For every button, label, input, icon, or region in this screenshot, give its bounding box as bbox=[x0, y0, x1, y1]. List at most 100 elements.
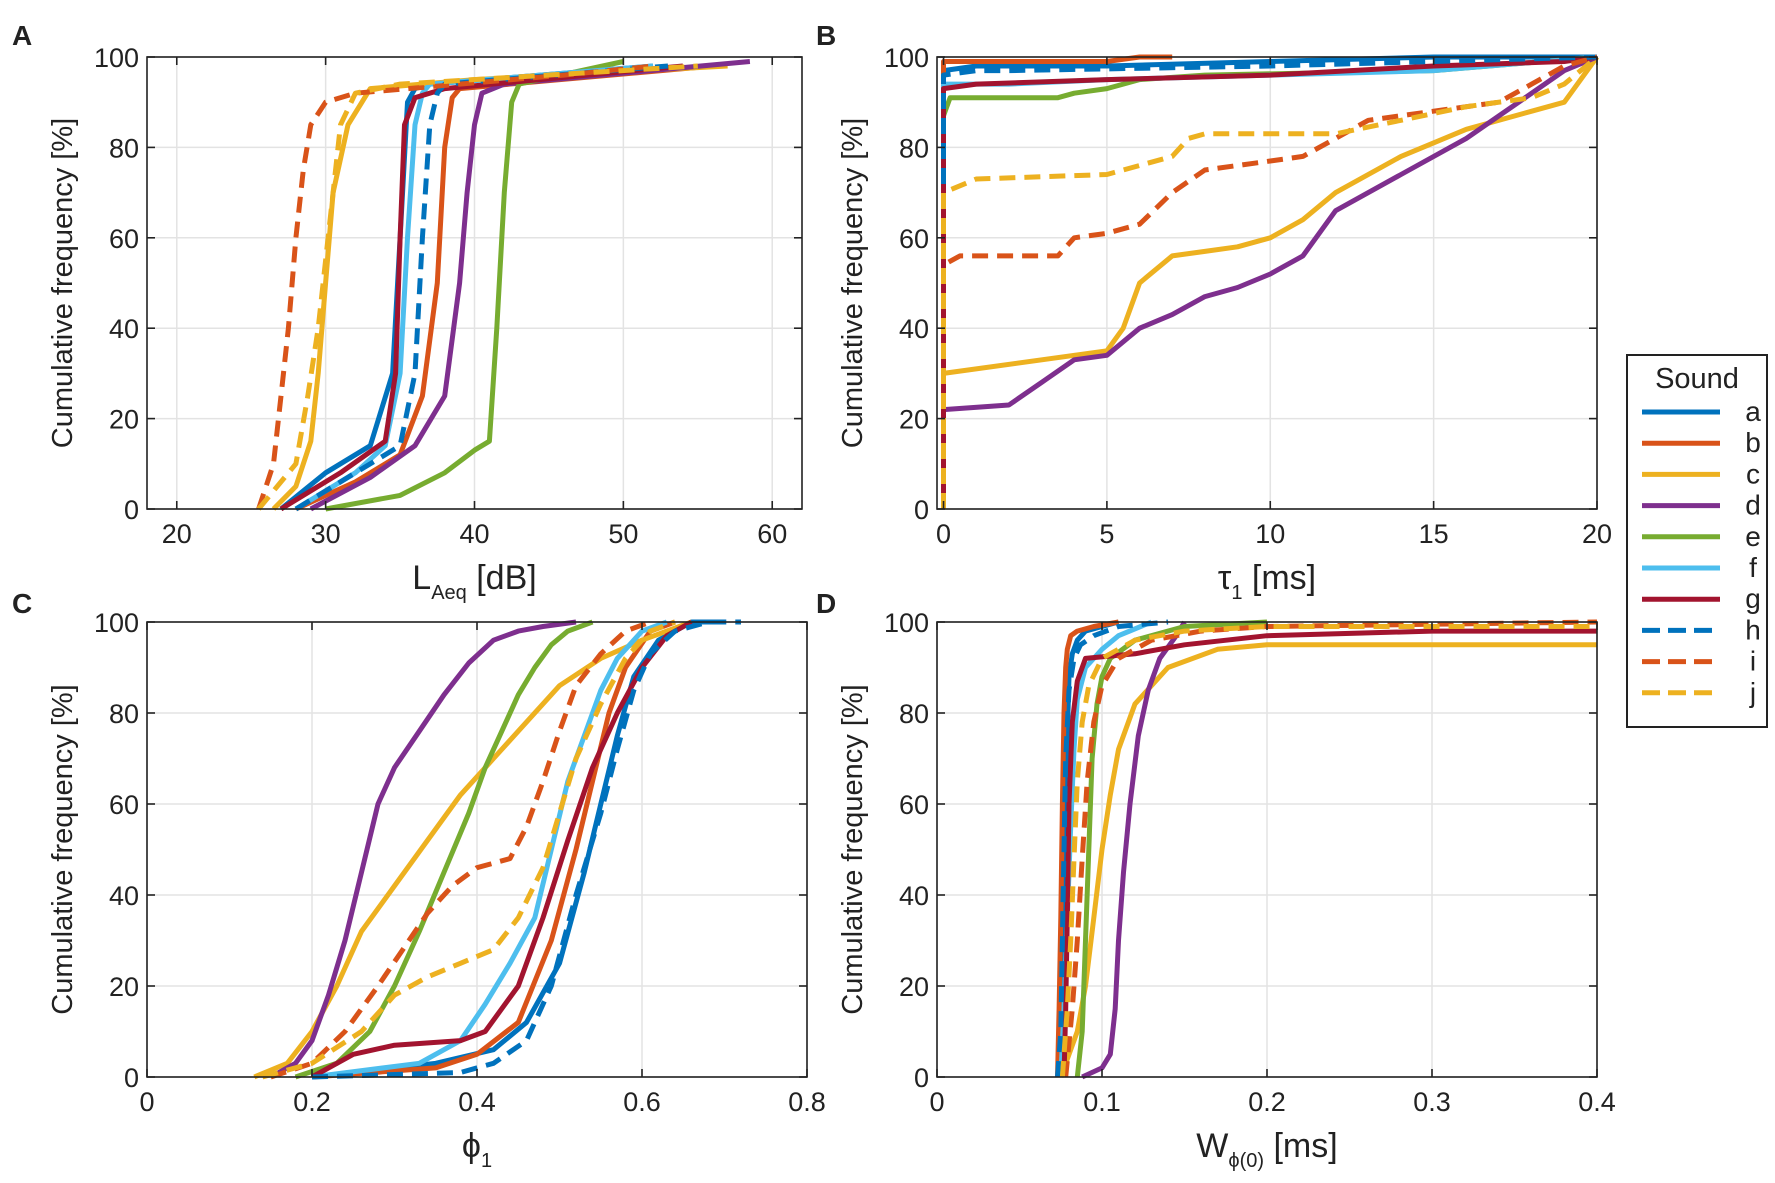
series-line-i bbox=[1063, 619, 1598, 1078]
x-tick-label: 30 bbox=[311, 519, 341, 549]
y-tick-label: 20 bbox=[899, 972, 929, 1002]
y-tick-label: 40 bbox=[899, 314, 929, 344]
x-axis-label-sub: ϕ(0) bbox=[1228, 1150, 1264, 1172]
x-axis-label-sub: Aeq bbox=[431, 582, 467, 604]
series-group bbox=[256, 59, 751, 512]
y-tick-label: 60 bbox=[899, 790, 929, 820]
x-tick-label: 0.4 bbox=[1578, 1087, 1616, 1117]
y-tick-label: 0 bbox=[914, 495, 929, 525]
x-tick-label: 15 bbox=[1419, 519, 1449, 549]
y-tick-label: 80 bbox=[109, 133, 139, 163]
ticks: 0 0.2 0.4 0.6 0.8 0 20 40 60 80 100 bbox=[94, 608, 826, 1117]
y-axis-label: Cumulative frequency [%] bbox=[837, 684, 869, 1014]
series-line-e bbox=[325, 59, 624, 512]
x-axis-label-main: W bbox=[1196, 1127, 1228, 1165]
panel-label: B bbox=[816, 20, 836, 51]
series-line-j bbox=[256, 63, 698, 511]
series-line-d bbox=[941, 54, 1598, 509]
y-tick-label: 80 bbox=[899, 699, 929, 729]
y-tick-label: 0 bbox=[124, 495, 139, 525]
series-line-c bbox=[253, 619, 693, 1080]
x-axis-label-main: τ bbox=[1218, 559, 1232, 597]
y-tick-label: 20 bbox=[109, 972, 139, 1002]
x-tick-label: 20 bbox=[1582, 519, 1612, 549]
x-tick-label: 60 bbox=[757, 519, 787, 549]
x-tick-label: 0.2 bbox=[293, 1087, 331, 1117]
x-tick-label: 0.4 bbox=[458, 1087, 496, 1117]
x-axis-label-unit: [ms] bbox=[1264, 1127, 1338, 1165]
x-tick-label: 5 bbox=[1099, 519, 1114, 549]
x-tick-label: 0.1 bbox=[1083, 1087, 1121, 1117]
panel-a: A 20 30 40 50 60 0 20 40 60 80 100 Cumulative freque… bbox=[12, 20, 803, 604]
y-tick-label: 100 bbox=[884, 608, 929, 638]
series-line-h bbox=[294, 63, 669, 512]
series-group bbox=[253, 619, 741, 1080]
series-line-c bbox=[1058, 642, 1597, 1078]
panel-label: D bbox=[816, 588, 836, 619]
legend-label-d: d bbox=[1745, 490, 1761, 521]
ticks: 0 5 10 15 20 0 20 40 60 80 100 bbox=[884, 43, 1612, 549]
x-axis-label-unit: [dB] bbox=[467, 559, 537, 597]
x-tick-label: 0 bbox=[936, 519, 951, 549]
axes-box bbox=[936, 56, 1598, 510]
legend-label-h: h bbox=[1745, 614, 1761, 645]
series-line-a bbox=[279, 63, 654, 511]
series-line-d bbox=[1081, 620, 1187, 1080]
y-tick-label: 80 bbox=[899, 133, 929, 163]
series-line-d bbox=[269, 619, 577, 1080]
series-line-e bbox=[294, 619, 594, 1080]
series-line-d bbox=[309, 59, 751, 512]
panel-label: C bbox=[12, 588, 32, 619]
legend-label-a: a bbox=[1745, 396, 1761, 427]
x-tick-label: 40 bbox=[459, 519, 489, 549]
legend-label-c: c bbox=[1746, 458, 1760, 489]
legend-label-j: j bbox=[1749, 677, 1756, 708]
x-tick-label: 0 bbox=[139, 1087, 154, 1117]
y-tick-label: 100 bbox=[94, 608, 139, 638]
legend-label-i: i bbox=[1750, 646, 1756, 677]
grid bbox=[936, 621, 1598, 1078]
x-tick-label: 0.2 bbox=[1248, 1087, 1286, 1117]
x-tick-label: 20 bbox=[162, 519, 192, 549]
legend-label-f: f bbox=[1749, 552, 1757, 583]
x-tick-label: 0 bbox=[929, 1087, 944, 1117]
y-tick-label: 0 bbox=[124, 1063, 139, 1093]
x-tick-label: 0.6 bbox=[623, 1087, 661, 1117]
x-axis-label-main: L bbox=[412, 559, 431, 597]
series-line-i bbox=[256, 63, 654, 510]
ticks: 20 30 40 50 60 0 20 40 60 80 100 bbox=[94, 43, 802, 549]
panel-b: B 0 5 10 15 20 0 20 40 60 80 100 Cumulative frequenc… bbox=[816, 20, 1612, 604]
y-tick-label: 100 bbox=[884, 43, 929, 73]
grid bbox=[937, 56, 1598, 510]
panel-c: C 0 0.2 0.4 0.6 0.8 0 20 40 60 80 100 Cumulative fre… bbox=[12, 588, 826, 1172]
series-group bbox=[1055, 619, 1598, 1080]
series-line-g bbox=[1061, 628, 1597, 1078]
x-tick-label: 0.3 bbox=[1413, 1087, 1451, 1117]
series-line-f bbox=[294, 63, 654, 512]
series-line-g bbox=[279, 63, 684, 512]
series-line-g bbox=[941, 54, 1598, 509]
y-tick-label: 40 bbox=[109, 314, 139, 344]
panel-label: A bbox=[12, 20, 32, 51]
series-line-h bbox=[311, 619, 741, 1080]
panel-d: D 0 0.1 0.2 0.3 0.4 0 20 40 60 80 100 Cumulative fre… bbox=[816, 588, 1616, 1172]
y-tick-label: 100 bbox=[94, 43, 139, 73]
y-axis-label: Cumulative frequency [%] bbox=[47, 684, 79, 1014]
legend-label-b: b bbox=[1745, 427, 1761, 458]
grid bbox=[146, 621, 808, 1078]
y-tick-label: 40 bbox=[899, 881, 929, 911]
x-tick-label: 10 bbox=[1255, 519, 1285, 549]
series-line-c bbox=[941, 55, 1600, 509]
legend-box bbox=[1626, 354, 1768, 728]
x-axis-label: τ1 [ms] bbox=[1218, 559, 1316, 604]
legend-label-g: g bbox=[1745, 583, 1761, 614]
y-tick-label: 60 bbox=[109, 790, 139, 820]
y-tick-label: 40 bbox=[109, 881, 139, 911]
y-axis-label: Cumulative frequency [%] bbox=[47, 118, 79, 448]
y-axis-label: Cumulative frequency [%] bbox=[837, 118, 869, 448]
x-axis-label: ϕ1 bbox=[462, 1127, 492, 1172]
y-tick-label: 80 bbox=[109, 699, 139, 729]
